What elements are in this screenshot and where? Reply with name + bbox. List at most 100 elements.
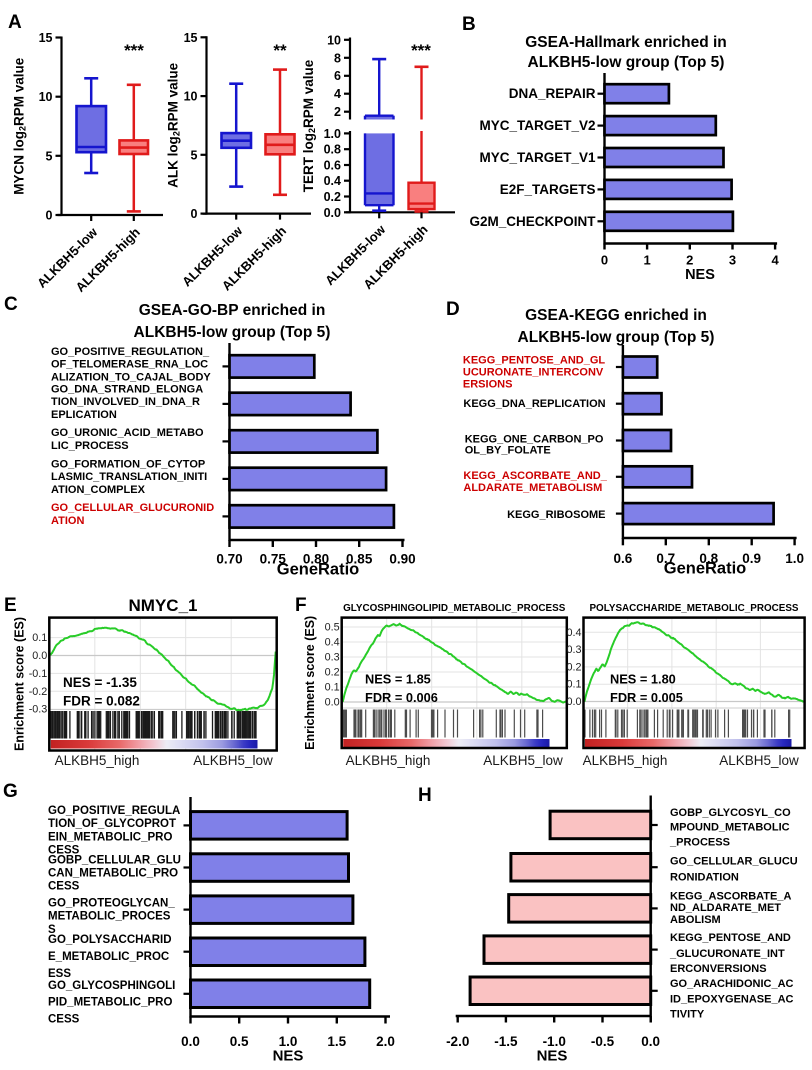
svg-text:-1.0: -1.0 [543, 1034, 566, 1049]
svg-text:0.1: 0.1 [32, 632, 47, 644]
svg-text:E_METABOLIC_PROC: E_METABOLIC_PROC [48, 951, 169, 963]
svg-text:5: 5 [46, 149, 53, 163]
svg-text:0.0: 0.0 [566, 696, 581, 708]
svg-text:2.0: 2.0 [376, 1034, 395, 1049]
svg-text:S: S [48, 924, 56, 936]
svg-text:0.1: 0.1 [566, 679, 581, 691]
svg-text:GO_URONIC_ACID_METABO: GO_URONIC_ACID_METABO [51, 427, 204, 439]
svg-text:4: 4 [334, 87, 341, 101]
svg-text:15: 15 [39, 31, 53, 45]
svg-text:NES: NES [685, 267, 715, 283]
svg-text:0.2: 0.2 [566, 661, 581, 673]
svg-text:GO_CELLULAR_GLUCURONID: GO_CELLULAR_GLUCURONID [51, 502, 214, 514]
svg-text:E2F_TARGETS: E2F_TARGETS [500, 182, 596, 197]
svg-text:KEGG_ASCORBATE_A: KEGG_ASCORBATE_A [670, 891, 791, 903]
svg-text:0.0: 0.0 [32, 650, 47, 662]
svg-text:0.3: 0.3 [566, 644, 581, 656]
svg-text:2: 2 [334, 105, 341, 119]
svg-text:MYCN log2RPM value: MYCN log2RPM value [12, 57, 28, 195]
svg-text:GSEA-KEGG enriched in: GSEA-KEGG enriched in [525, 307, 707, 324]
svg-text:PID_METABOLIC_PRO: PID_METABOLIC_PRO [48, 997, 172, 1009]
svg-text:ALKBH5_high: ALKBH5_high [346, 753, 431, 768]
svg-text:0.5: 0.5 [230, 1034, 249, 1049]
svg-text:1.0: 1.0 [279, 1034, 298, 1049]
svg-text:1.0: 1.0 [785, 551, 804, 566]
svg-text:FDR = 0.006: FDR = 0.006 [365, 690, 438, 705]
svg-text:C: C [4, 294, 18, 315]
svg-text:DNA_REPAIR: DNA_REPAIR [509, 86, 596, 101]
svg-text:GO_CELLULAR_GLUCU: GO_CELLULAR_GLUCU [670, 856, 798, 868]
svg-text:10: 10 [327, 33, 341, 47]
svg-text:-0.3: -0.3 [29, 704, 48, 716]
svg-text:0: 0 [46, 209, 53, 223]
svg-text:ALKBH5-low group (Top 5): ALKBH5-low group (Top 5) [528, 54, 725, 71]
svg-text:ALDARATE_METABOLISM: ALDARATE_METABOLISM [463, 482, 602, 494]
svg-text:KEGG_RIBOSOME: KEGG_RIBOSOME [507, 509, 605, 521]
svg-text:0.4: 0.4 [566, 627, 581, 639]
svg-text:1.5: 1.5 [327, 1034, 346, 1049]
svg-text:0.3: 0.3 [325, 652, 340, 664]
svg-text:ATION: ATION [51, 515, 84, 527]
svg-text:LASMIC_TRANSLATION_INITI: LASMIC_TRANSLATION_INITI [51, 471, 207, 483]
svg-text:0.75: 0.75 [260, 552, 287, 567]
svg-text:0.70: 0.70 [216, 552, 242, 567]
svg-text:B: B [462, 14, 476, 35]
svg-text:GO_PROTEOGLYCAN_: GO_PROTEOGLYCAN_ [48, 898, 175, 910]
svg-text:GO_FORMATION_OF_CYTOP: GO_FORMATION_OF_CYTOP [51, 458, 205, 470]
svg-text:0.90: 0.90 [389, 552, 415, 567]
svg-text:ALKBH5-low group (Top 5): ALKBH5-low group (Top 5) [134, 324, 331, 341]
svg-text:GSEA-GO-BP enriched in: GSEA-GO-BP enriched in [139, 302, 326, 319]
svg-text:0.0: 0.0 [325, 697, 340, 709]
svg-text:GO_ARACHIDONIC_AC: GO_ARACHIDONIC_AC [670, 978, 794, 990]
svg-text:0.2: 0.2 [324, 190, 341, 204]
svg-text:ALIZATION_TO_CAJAL_BODY: ALIZATION_TO_CAJAL_BODY [51, 371, 211, 383]
svg-text:0.6: 0.6 [614, 551, 633, 566]
svg-text:***: *** [411, 41, 431, 60]
svg-text:METABOLIC_PROCES: METABOLIC_PROCES [48, 911, 171, 923]
svg-text:ERSIONS: ERSIONS [463, 378, 513, 390]
svg-text:F: F [295, 595, 307, 616]
svg-text:Enrichment score (ES): Enrichment score (ES) [303, 616, 317, 750]
svg-text:Enrichment score (ES): Enrichment score (ES) [13, 617, 27, 751]
svg-text:UCURONATE_INTERCONV: UCURONATE_INTERCONV [463, 367, 604, 379]
svg-text:0.6: 0.6 [324, 159, 341, 173]
svg-text:0.0: 0.0 [324, 206, 341, 220]
svg-text:1: 1 [643, 253, 650, 268]
svg-text:0.5: 0.5 [325, 622, 340, 634]
svg-text:5: 5 [191, 148, 198, 162]
svg-text:GSEA-Hallmark enriched in: GSEA-Hallmark enriched in [525, 34, 727, 51]
svg-text:ND_ALDARATE_MET: ND_ALDARATE_MET [670, 902, 781, 914]
svg-text:FDR = 0.082: FDR = 0.082 [63, 694, 140, 709]
svg-text:GeneRatio: GeneRatio [664, 560, 747, 578]
svg-text:***: *** [124, 41, 144, 60]
svg-text:ERCONVERSIONS: ERCONVERSIONS [670, 963, 767, 975]
svg-text:1.0: 1.0 [324, 127, 341, 141]
svg-text:0.1: 0.1 [325, 682, 340, 694]
svg-text:-1.5: -1.5 [494, 1034, 518, 1049]
svg-text:H: H [418, 785, 432, 806]
svg-text:0.4: 0.4 [325, 637, 340, 649]
svg-text:ABOLISM: ABOLISM [670, 914, 721, 926]
svg-text:0.2: 0.2 [325, 667, 340, 679]
svg-text:OF_TELOMERASE_RNA_LOC: OF_TELOMERASE_RNA_LOC [51, 359, 208, 371]
svg-text:0.0: 0.0 [181, 1034, 200, 1049]
svg-text:NES = 1.85: NES = 1.85 [365, 672, 431, 687]
svg-text:-0.5: -0.5 [591, 1034, 615, 1049]
svg-text:NES: NES [537, 1048, 568, 1065]
svg-text:_PROCESS: _PROCESS [669, 837, 730, 849]
svg-text:-0.2: -0.2 [29, 686, 48, 698]
svg-text:0.8: 0.8 [324, 143, 341, 157]
svg-text:NES = 1.80: NES = 1.80 [610, 672, 676, 687]
svg-text:ESS: ESS [48, 968, 71, 980]
svg-text:**: ** [273, 41, 287, 60]
svg-text:MYC_TARGET_V1: MYC_TARGET_V1 [479, 150, 596, 165]
svg-text:CESS: CESS [48, 880, 80, 892]
svg-text:0.8: 0.8 [699, 551, 718, 566]
svg-text:0.0: 0.0 [641, 1034, 660, 1049]
svg-text:NES = -1.35: NES = -1.35 [63, 675, 137, 690]
svg-text:GO_POSITIVE_REGULATION_: GO_POSITIVE_REGULATION_ [51, 346, 210, 358]
svg-text:GO_GLYCOSPHINGOLI: GO_GLYCOSPHINGOLI [48, 980, 175, 992]
svg-text:ALKBH5_low: ALKBH5_low [719, 753, 799, 768]
svg-text:8: 8 [334, 51, 341, 65]
svg-text:TIVITY: TIVITY [670, 1009, 705, 1021]
